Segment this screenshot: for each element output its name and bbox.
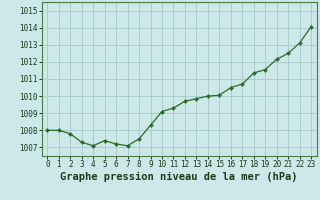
X-axis label: Graphe pression niveau de la mer (hPa): Graphe pression niveau de la mer (hPa) [60, 172, 298, 182]
